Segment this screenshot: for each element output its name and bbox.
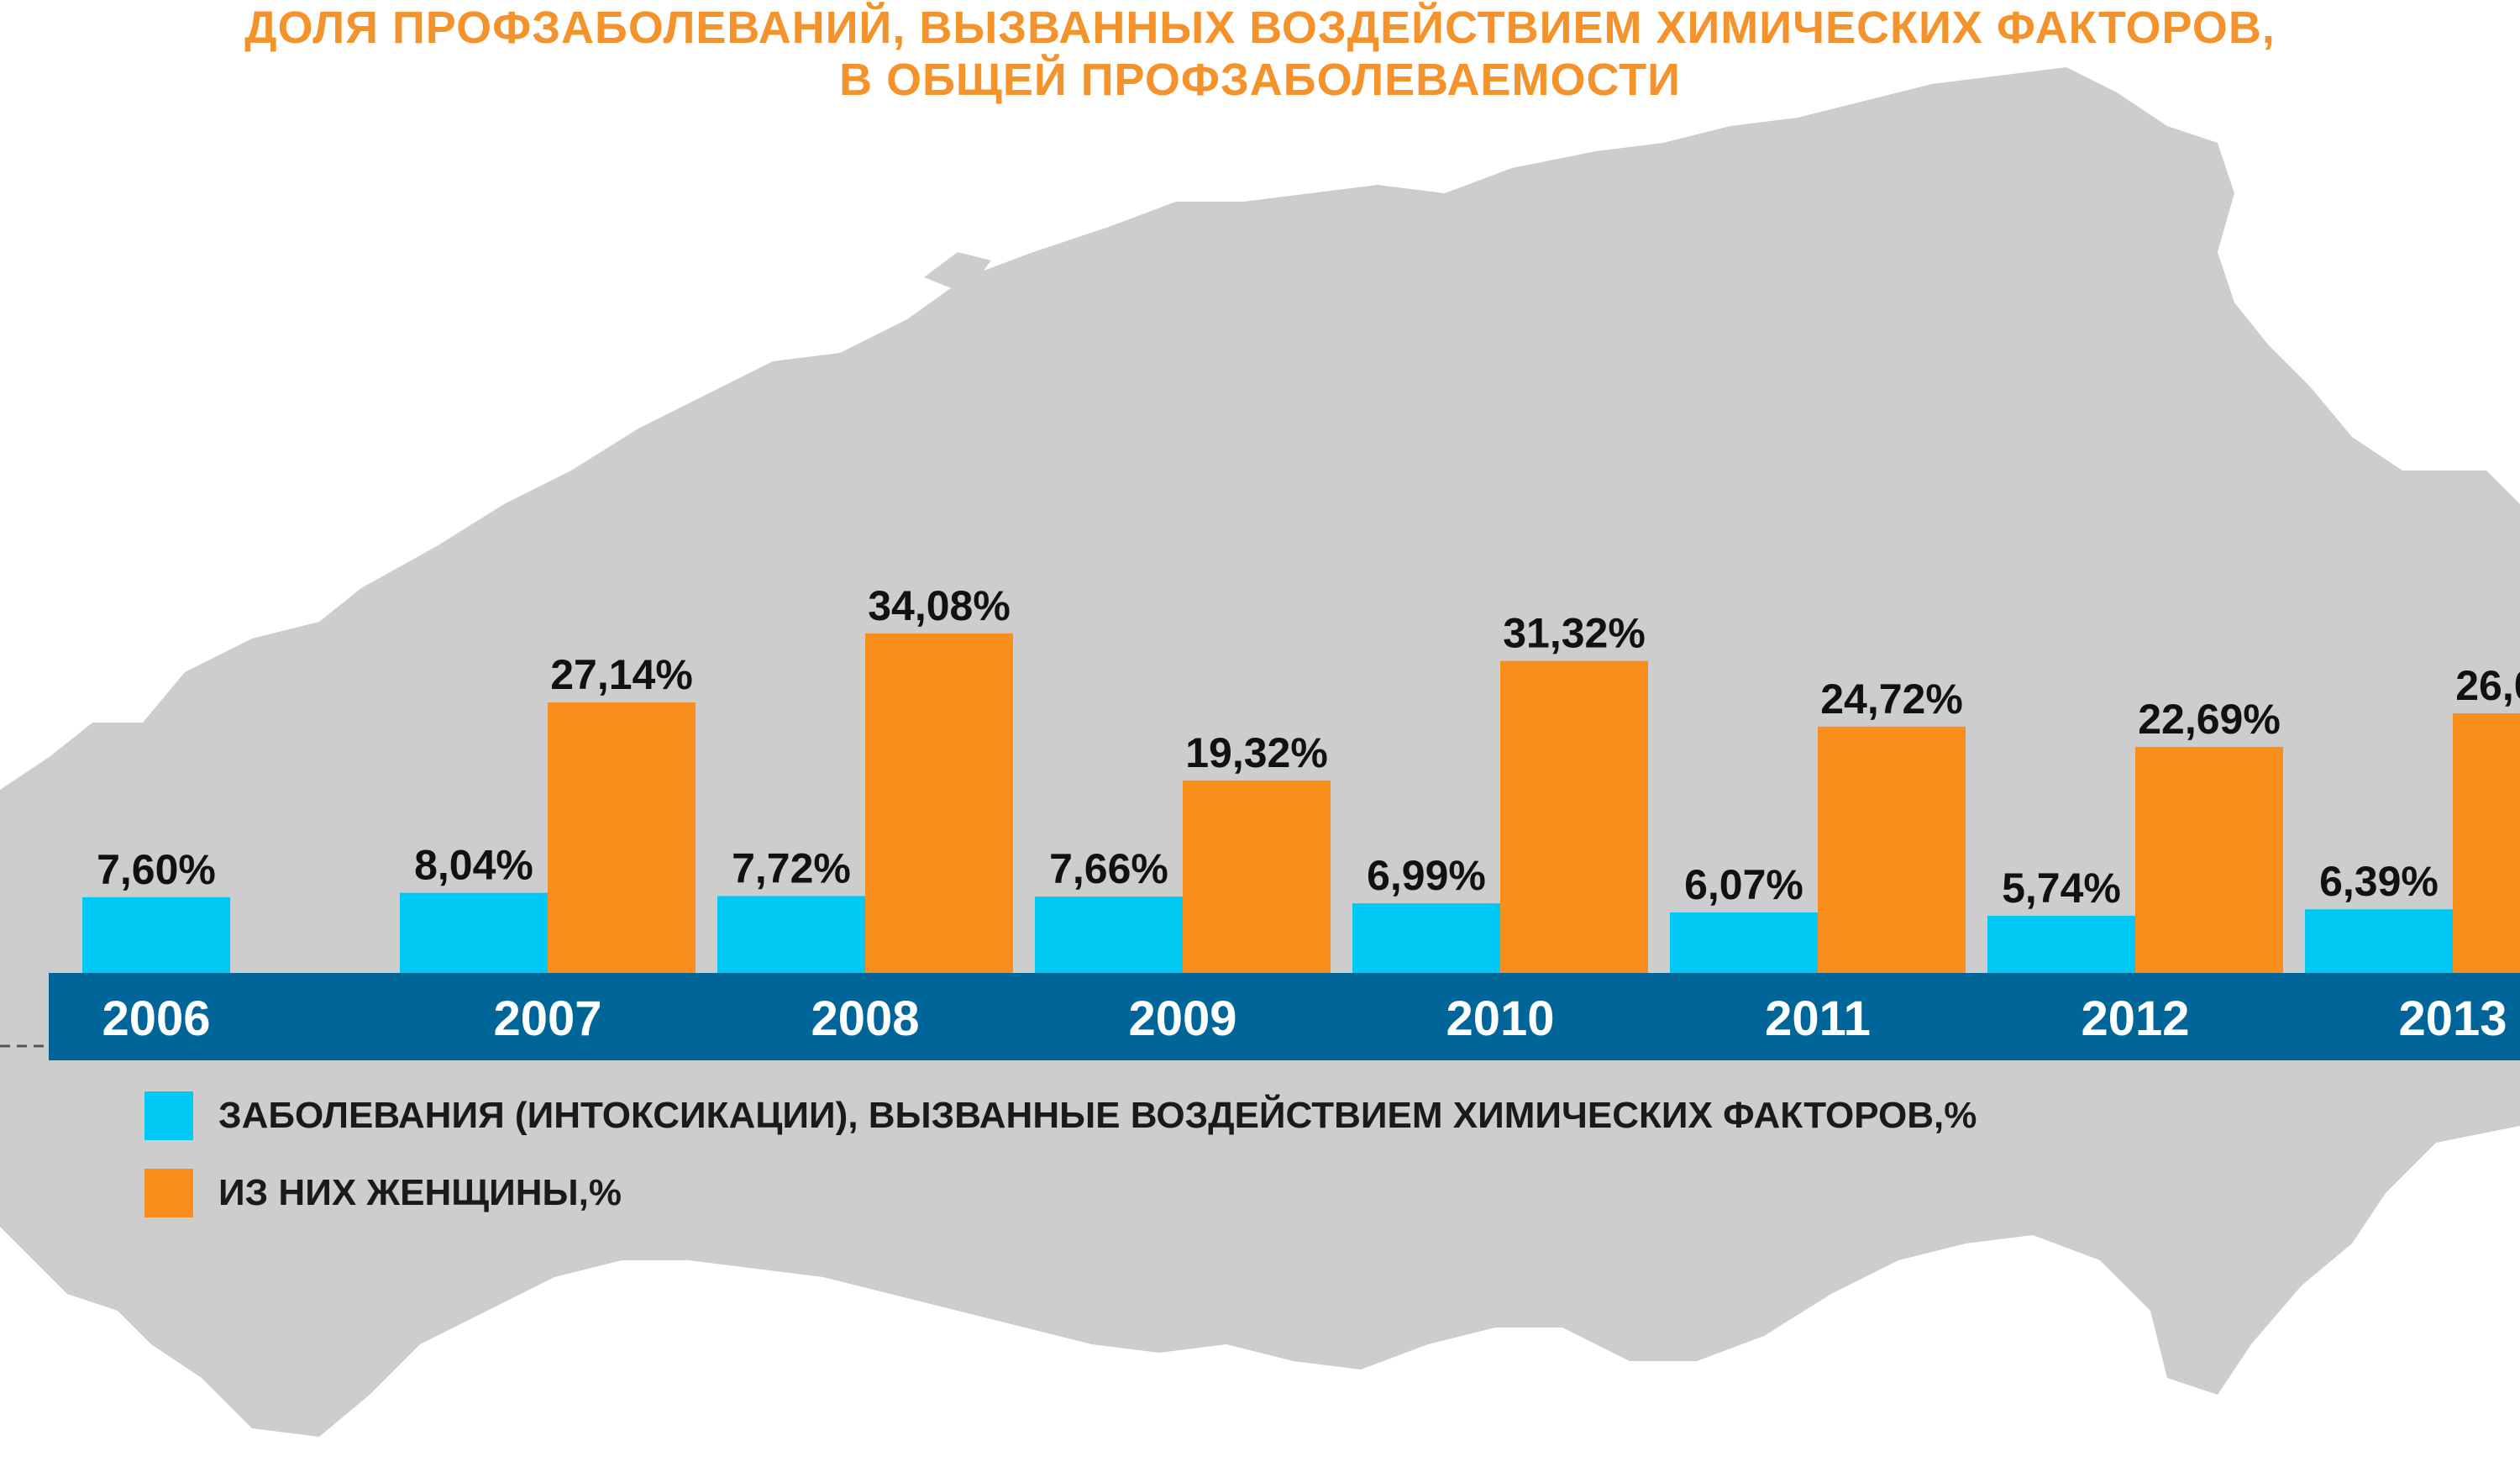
bar-women-2012 — [2135, 746, 2283, 973]
value-label-chemical-2008: 7,72% — [732, 844, 851, 891]
value-label-chemical-2012: 5,74% — [2002, 865, 2121, 912]
value-label-women-2010: 31,32% — [1503, 610, 1646, 657]
value-label-women-2008: 34,08% — [868, 582, 1011, 629]
category-label-2012: 2012 — [2081, 991, 2189, 1046]
legend-swatch-chemical — [144, 1091, 193, 1140]
bar-chemical-2009 — [1035, 896, 1183, 973]
value-label-women-2012: 22,69% — [2138, 696, 2281, 743]
category-label-2008: 2008 — [811, 991, 919, 1046]
legend-swatch-women — [144, 1169, 193, 1217]
value-label-chemical-2011: 6,07% — [1684, 861, 1803, 908]
bar-women-2009 — [1183, 780, 1331, 973]
value-labels-layer: 7,60% 8,04% 27,14% 7,72% 34,08% 7,66% 19,32% 6,… — [97, 582, 2520, 912]
category-label-2007: 2007 — [493, 991, 601, 1046]
bar-chemical-2011 — [1670, 912, 1818, 973]
bar-chemical-2006 — [82, 896, 230, 973]
russia-map-silhouette — [0, 67, 2520, 1437]
bar-chemical-2008 — [717, 896, 865, 973]
axis-band — [49, 973, 2520, 1060]
legend-item-women: ИЗ НИХ ЖЕНЩИНЫ,% — [144, 1168, 622, 1218]
bar-chemical-2013 — [2305, 909, 2453, 973]
value-label-chemical-2010: 6,99% — [1367, 852, 1486, 899]
chart-title-line-1: ДОЛЯ ПРОФЗАБОЛЕВАНИЙ, ВЫЗВАННЫХ ВОЗДЕЙСТ… — [244, 3, 2276, 53]
category-label-2010: 2010 — [1446, 991, 1554, 1046]
category-labels-layer: 2006 2007 2008 2009 2010 2011 2012 2013 — [102, 991, 2507, 1046]
legend-item-chemical: ЗАБОЛЕВАНИЯ (ИНТОКСИКАЦИИ), ВЫЗВАННЫЕ ВО… — [144, 1091, 1977, 1141]
category-label-2013: 2013 — [2398, 991, 2507, 1046]
category-label-2011: 2011 — [1765, 991, 1871, 1046]
bar-women-2008 — [865, 633, 1013, 973]
bar-chemical-2010 — [1352, 903, 1500, 973]
value-label-women-2011: 24,72% — [1820, 676, 1963, 723]
value-label-women-2009: 19,32% — [1185, 729, 1328, 776]
bars-layer — [82, 633, 2520, 973]
chart-title-line-2: В ОБЩЕЙ ПРОФЗАБОЛЕВАЕМОСТИ — [839, 55, 1681, 105]
value-label-women-2007: 27,14% — [550, 651, 693, 698]
value-label-chemical-2007: 8,04% — [414, 842, 533, 889]
legend-label-women: ИЗ НИХ ЖЕНЩИНЫ,% — [218, 1172, 622, 1213]
bar-chemical-2012 — [1987, 915, 2135, 973]
category-label-2006: 2006 — [102, 991, 210, 1046]
value-label-women-2013: 26,05% — [2455, 662, 2520, 709]
bar-women-2013 — [2453, 713, 2520, 973]
bar-women-2010 — [1500, 660, 1648, 973]
bar-women-2007 — [548, 702, 696, 973]
bar-chemical-2007 — [400, 892, 548, 973]
bar-women-2011 — [1818, 726, 1966, 973]
legend-label-chemical: ЗАБОЛЕВАНИЯ (ИНТОКСИКАЦИИ), ВЫЗВАННЫЕ ВО… — [218, 1095, 1977, 1136]
value-label-chemical-2009: 7,66% — [1049, 845, 1168, 892]
value-label-chemical-2013: 6,39% — [2319, 858, 2439, 905]
category-label-2009: 2009 — [1128, 991, 1236, 1046]
value-label-chemical-2006: 7,60% — [97, 846, 216, 893]
